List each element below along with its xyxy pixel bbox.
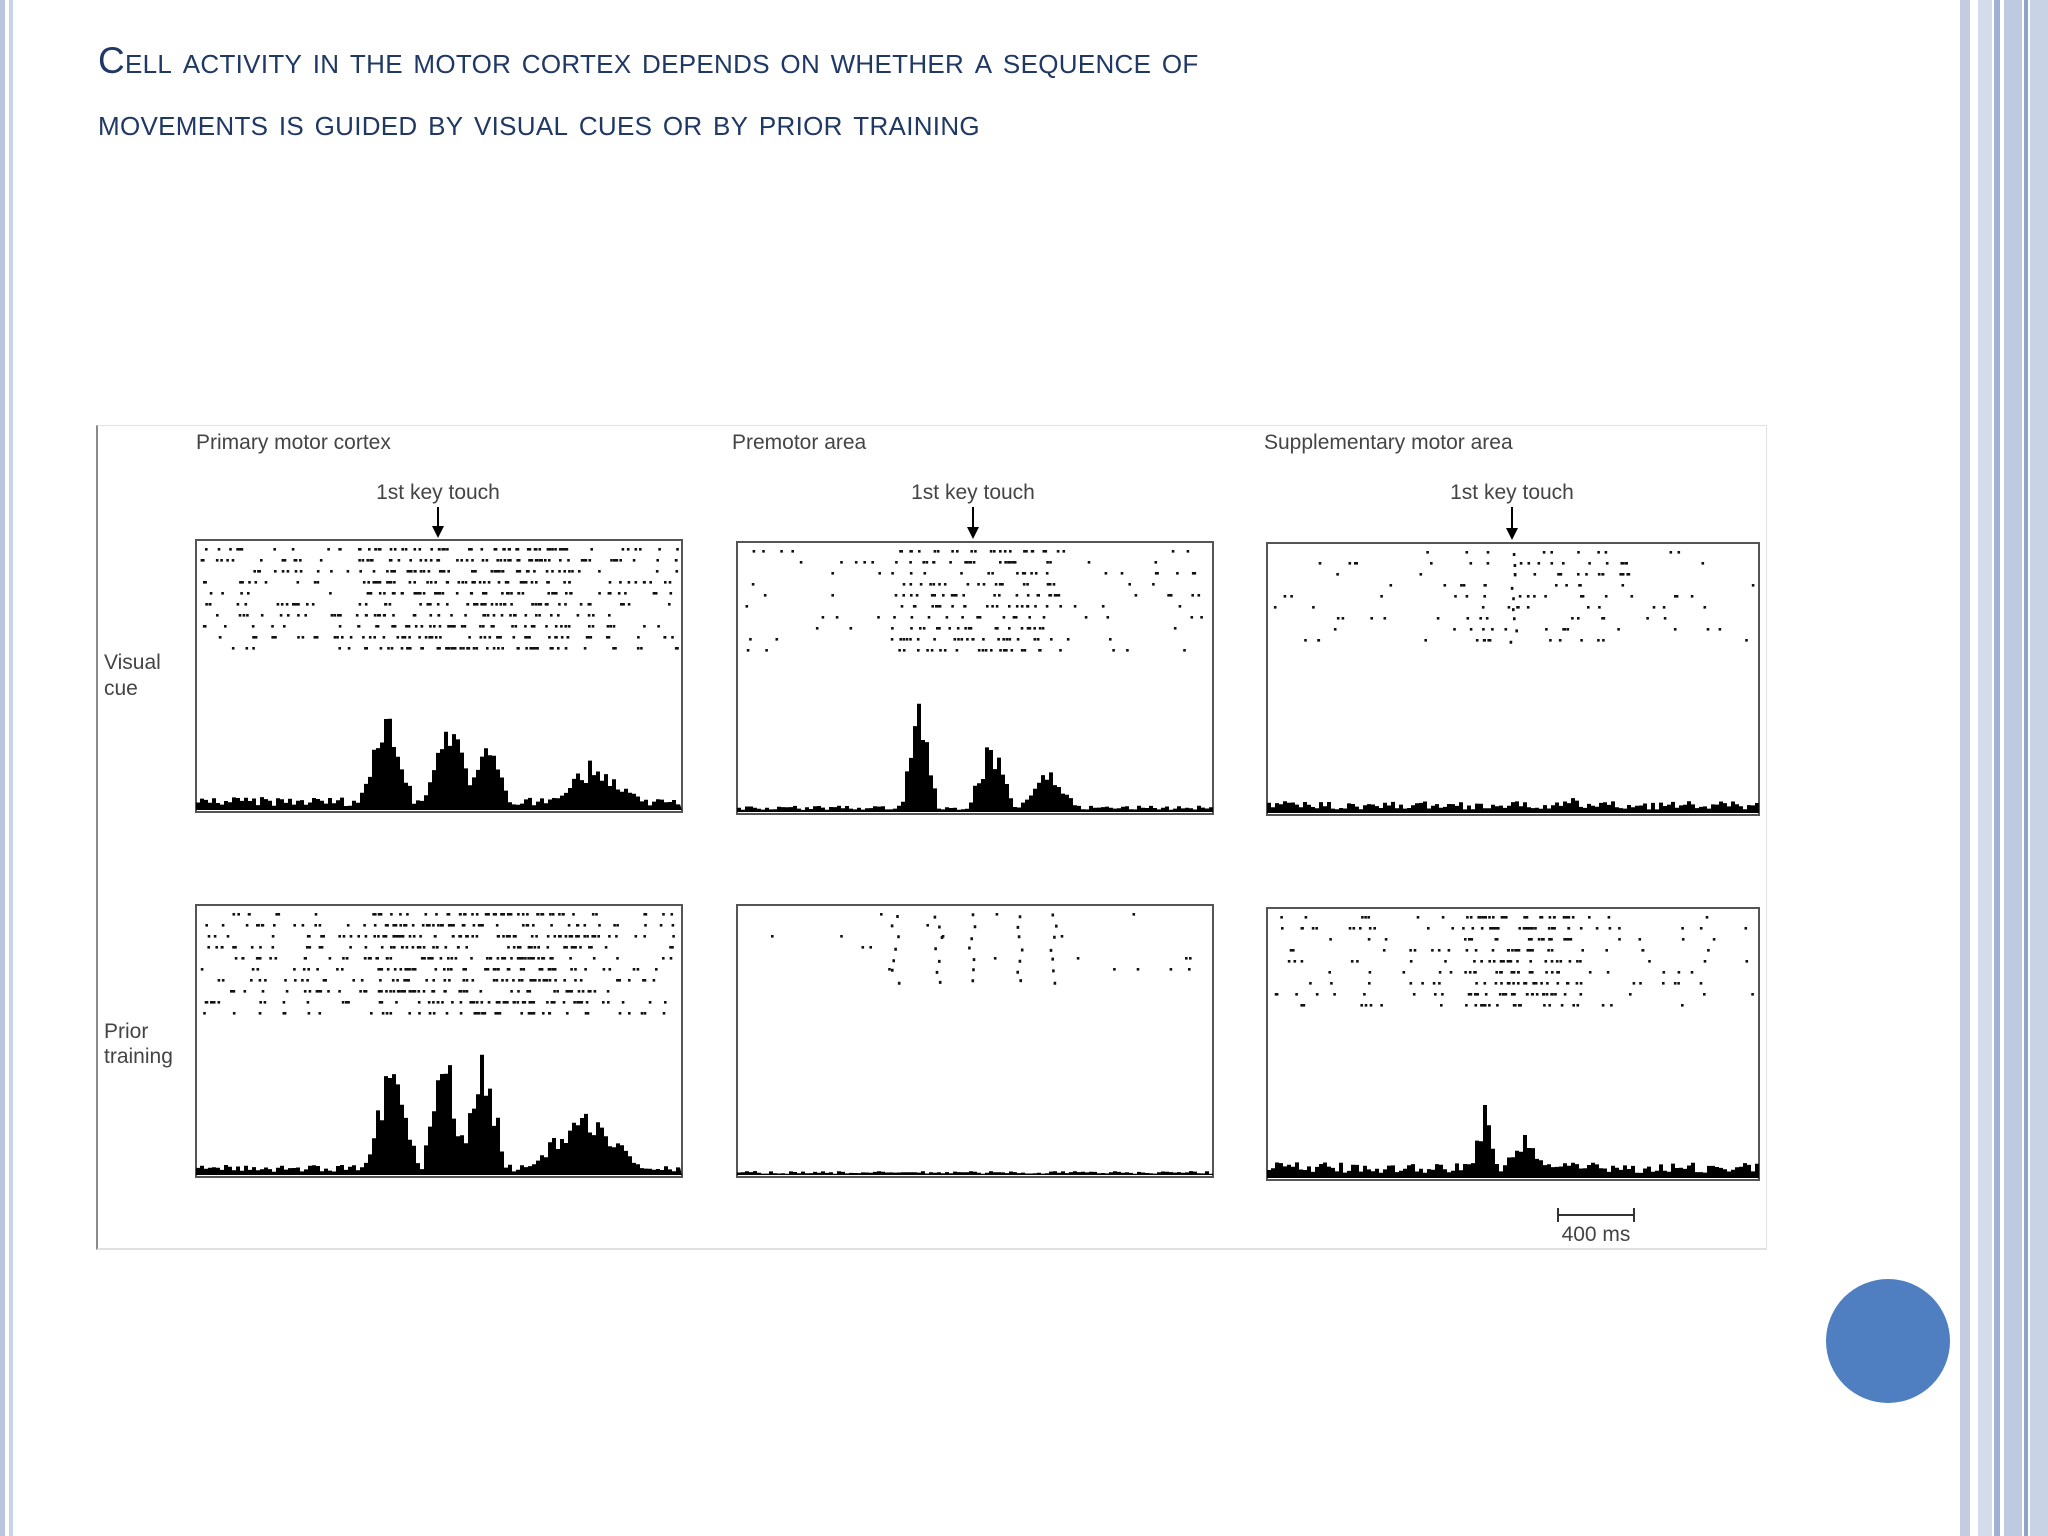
column-label-primary-motor-cortex: Primary motor cortex <box>196 431 391 454</box>
row-label-visual-line-1: Visual <box>104 651 161 674</box>
slide-right-border <box>1960 0 2048 1536</box>
raster-premotor-prior <box>737 913 1213 1175</box>
raster-sma-prior <box>1267 916 1759 1178</box>
slide-title-line-1: Cell activity in the motor cortex depend… <box>98 40 1199 81</box>
raster-figure-canvas: Primary motor cortex Premotor area Suppl… <box>104 431 1760 1246</box>
slide-marker-circle <box>1826 1279 1950 1403</box>
event-arrowhead-col-1 <box>432 526 444 538</box>
panel-primary-prior <box>195 904 683 1178</box>
panel-premotor-prior <box>736 904 1214 1178</box>
slide-left-border <box>0 0 14 1536</box>
row-label-visual-line-2: cue <box>104 677 138 700</box>
event-arrowhead-col-3 <box>1506 528 1518 540</box>
panel-premotor-visual <box>736 541 1214 815</box>
row-label-prior-line-1: Prior <box>104 1020 148 1043</box>
panel-sma-visual <box>1266 542 1760 816</box>
slide-title: Cell activity in the motor cortex depend… <box>98 30 1898 154</box>
slide-title-line-2: movements is guided by visual cues or by… <box>98 102 980 143</box>
event-label-col-2: 1st key touch <box>911 481 1035 504</box>
raster-primary-prior <box>196 913 682 1175</box>
raster-primary-visual <box>196 548 682 810</box>
scale-bar-label: 400 ms <box>1562 1223 1631 1246</box>
event-label-col-3: 1st key touch <box>1450 481 1574 504</box>
row-label-prior-line-2: training <box>104 1045 173 1068</box>
raster-sma-visual <box>1267 551 1759 813</box>
panel-sma-prior <box>1266 907 1760 1181</box>
raster-figure: Primary motor cortex Premotor area Suppl… <box>96 425 1767 1250</box>
column-label-premotor-area: Premotor area <box>732 431 867 454</box>
event-arrowhead-col-2 <box>967 527 979 539</box>
panel-primary-visual <box>195 539 683 813</box>
column-label-supplementary-motor-area: Supplementary motor area <box>1264 431 1513 454</box>
raster-premotor-visual <box>737 550 1213 812</box>
event-label-col-1: 1st key touch <box>376 481 500 504</box>
